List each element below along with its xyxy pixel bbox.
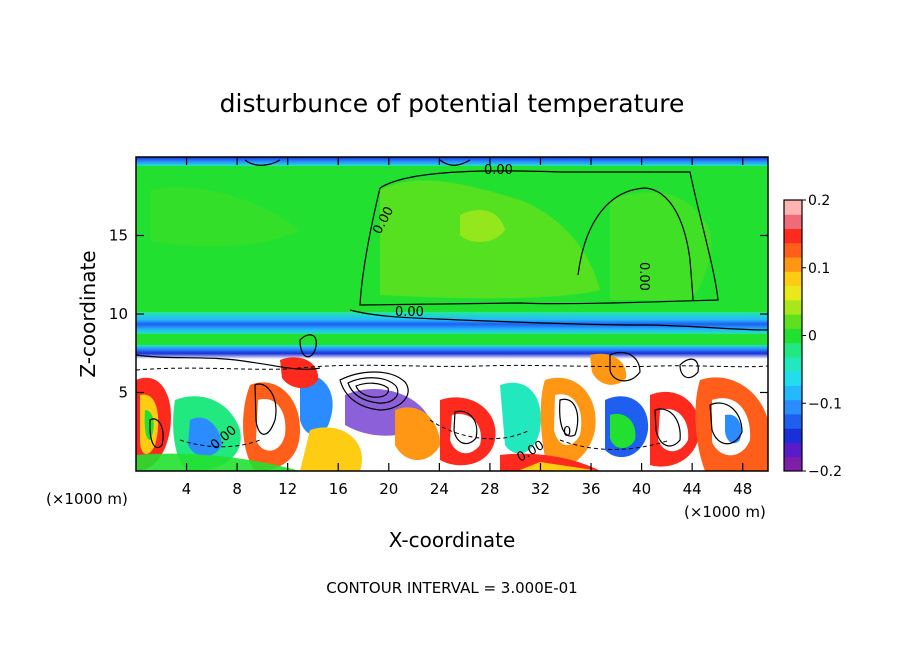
- x-unit-right: (×1000 m): [684, 503, 766, 521]
- colorbar-tick-label: −0.1: [808, 396, 842, 412]
- x-tick-label: 8: [232, 480, 242, 498]
- y-tick-label: 15: [109, 227, 128, 245]
- colorbar-swatch: [784, 285, 802, 301]
- colorbar-swatch: [784, 442, 802, 458]
- colorbar-swatch: [784, 413, 802, 429]
- colorbar-swatch: [784, 342, 802, 358]
- x-axis-label: X-coordinate: [389, 528, 516, 552]
- x-tick-label: 12: [278, 480, 297, 498]
- colorbar-swatch: [784, 228, 802, 244]
- colorbar-swatch: [784, 328, 802, 344]
- contour-label: 0.00: [484, 163, 513, 178]
- x-tick-label: 28: [480, 480, 499, 498]
- colorbar-swatch: [784, 385, 802, 401]
- contour-interval: CONTOUR INTERVAL = 3.000E-01: [326, 579, 577, 597]
- colorbar-tick-label: 0.1: [808, 261, 830, 277]
- x-tick-label: 32: [531, 480, 550, 498]
- colorbar-swatch: [784, 214, 802, 230]
- y-tick-label: 10: [109, 305, 128, 323]
- colorbar-tick-label: 0: [808, 329, 817, 345]
- y-tick-label: 5: [118, 384, 128, 402]
- colorbar: 0.2 0.1 0 −0.1 −0.2: [783, 193, 842, 480]
- mid-band: [136, 345, 768, 359]
- chart-title: disturbunce of potential temperature: [220, 89, 685, 118]
- upper-layer-patches: [150, 180, 711, 300]
- x-tick-label: 44: [683, 480, 702, 498]
- x-tick-label: 16: [329, 480, 348, 498]
- colorbar-swatch: [784, 299, 802, 315]
- y-axis: 5 10 15: [109, 227, 768, 402]
- colorbar-swatch: [784, 257, 802, 272]
- colorbar-swatch: [784, 356, 802, 372]
- turbulent-cells: [136, 353, 768, 471]
- x-tick-label: 36: [581, 480, 600, 498]
- x-unit-left: (×1000 m): [46, 490, 128, 508]
- colorbar-swatch: [784, 242, 802, 258]
- colorbar-swatch: [784, 371, 802, 386]
- dashed-contours: [136, 364, 768, 450]
- colorbar-tick-label: −0.2: [808, 464, 842, 480]
- colorbar-swatch: [784, 399, 802, 415]
- contour-label: 0: [563, 425, 571, 440]
- colorbar-tick-label: 0.2: [808, 193, 830, 209]
- tropopause-band: [136, 312, 768, 334]
- x-axis: 4 8 12 16 20 24 28 32 36 40 44 48: [182, 157, 752, 498]
- x-tick-label: 20: [379, 480, 398, 498]
- colorbar-swatch: [784, 200, 802, 215]
- colorbar-swatch: [784, 428, 802, 443]
- colorbar-swatch: [784, 456, 802, 472]
- x-tick-label: 48: [733, 480, 752, 498]
- x-tick-label: 40: [632, 480, 651, 498]
- x-tick-label: 4: [182, 480, 192, 498]
- top-band: [136, 157, 768, 166]
- contour-label: 0.00: [395, 305, 424, 320]
- y-axis-label: Z-coordinate: [76, 250, 100, 377]
- colorbar-swatch: [784, 314, 802, 329]
- x-tick-label: 24: [430, 480, 449, 498]
- contour-label: 0.00: [636, 262, 651, 291]
- plot-area: 0.00 0.00 0.00 0.00 0 0.00 0.00: [136, 157, 768, 471]
- colorbar-swatch: [784, 271, 802, 287]
